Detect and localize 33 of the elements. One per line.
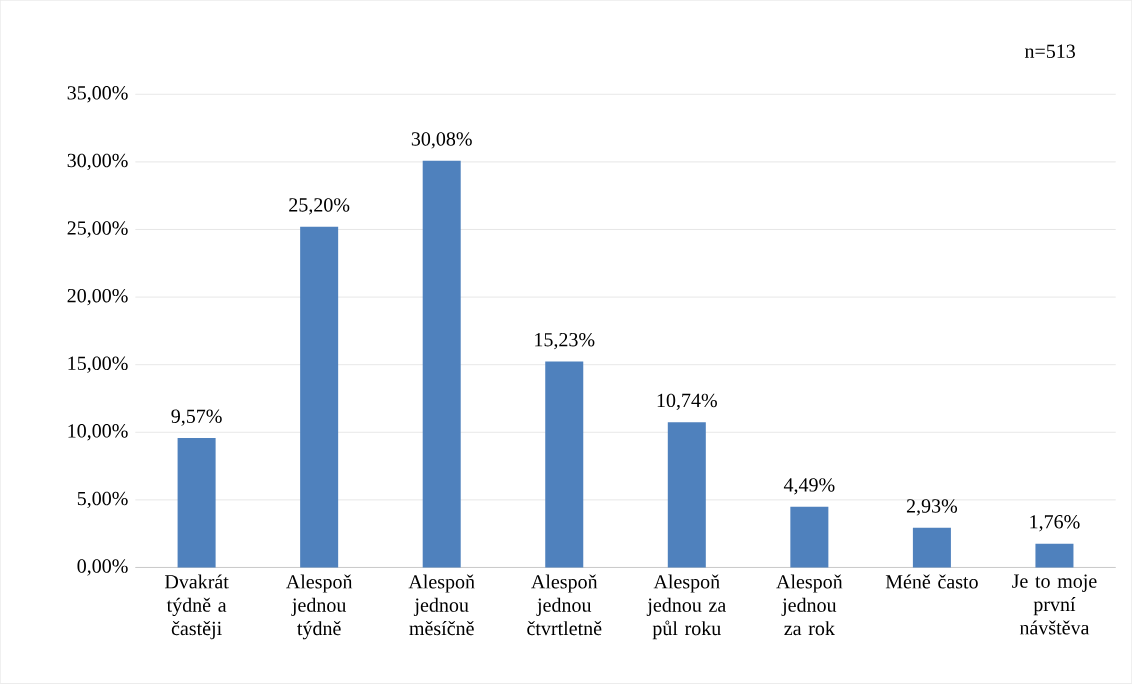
data-label: 1,76% — [1030, 515, 1080, 532]
bar — [790, 506, 829, 568]
data-label: 30,08% — [411, 132, 472, 149]
y-tick-label: 15,00% — [68, 356, 128, 373]
bar — [422, 160, 461, 568]
data-label: 10,74% — [657, 393, 717, 411]
y-tick-label: 35,00% — [67, 86, 128, 103]
y-tick-label: 0,00% — [77, 559, 128, 576]
y-tick-label: 30,00% — [67, 153, 128, 171]
bar — [667, 422, 706, 568]
bar — [912, 527, 951, 568]
bar — [177, 438, 216, 568]
data-label: 4,49% — [783, 478, 835, 495]
x-tick-label: Je to moje první návštěva — [1012, 574, 1097, 635]
data-label: 25,20% — [289, 198, 350, 215]
y-tick-label: 20,00% — [67, 288, 128, 306]
x-tick-label: Méně často — [885, 574, 978, 589]
x-tick-label: Alespoň jednou za rok — [776, 574, 843, 636]
data-label: 15,23% — [535, 333, 595, 350]
x-tick-label: Alespoň jednou týdně — [286, 574, 353, 640]
y-tick-label: 25,00% — [67, 221, 128, 238]
bar — [1035, 543, 1074, 568]
data-label: 2,93% — [906, 499, 958, 516]
text: n=513 — [1024, 44, 1075, 59]
x-tick-label: Dvakrát týdně a častěji — [164, 574, 229, 640]
x-tick-label: Alespoň jednou za půl roku — [646, 574, 726, 640]
bar — [545, 361, 584, 568]
data-label: 9,57% — [171, 409, 222, 426]
y-tick-label: 5,00% — [77, 491, 128, 509]
x-tick-label: Alespoň jednou měsíčně — [408, 574, 475, 636]
bar — [300, 226, 339, 568]
x-tick-label: Alespoň jednou čtvrtletně — [527, 574, 602, 636]
y-tick-label: 10,00% — [68, 424, 128, 441]
